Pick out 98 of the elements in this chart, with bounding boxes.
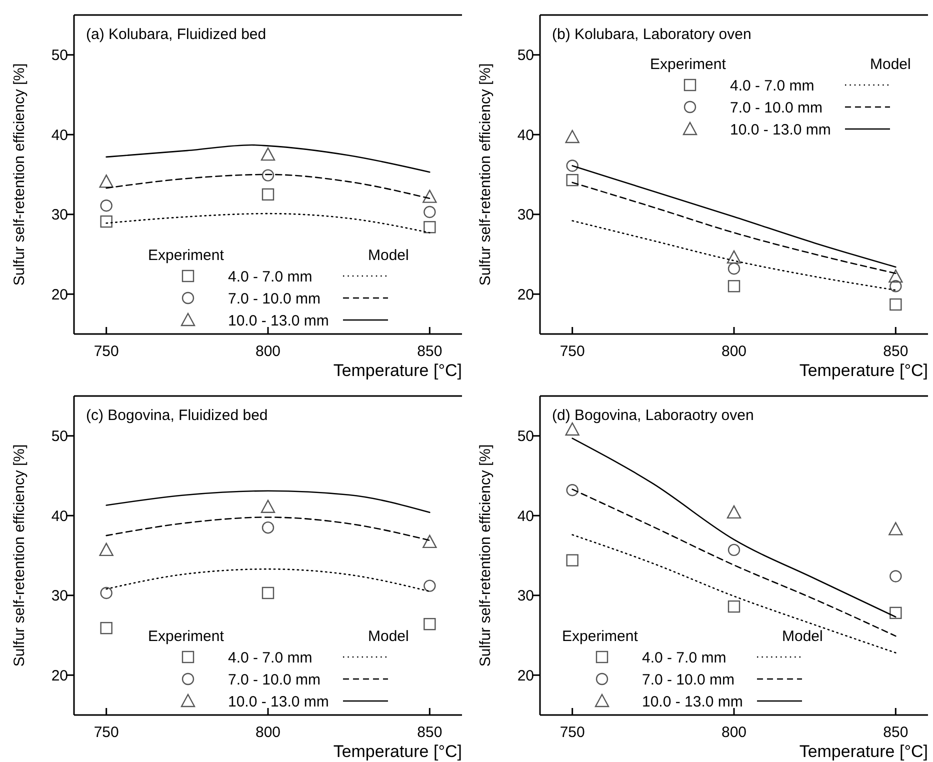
point [726, 505, 742, 519]
line-series [106, 490, 430, 514]
y-tick-label: 40 [51, 126, 68, 144]
y-axis-title: Sulfur self-retention efficiency [%] [11, 63, 28, 286]
y-tick-label: 20 [51, 286, 68, 304]
point [99, 174, 114, 188]
legend-label: 10.0 - 13.0 mm [730, 121, 831, 138]
x-axis-title: Temperature [°C] [799, 361, 928, 380]
y-tick-label: 30 [51, 206, 68, 224]
line-series [106, 144, 430, 173]
y-axis-title: Sulfur self-retention efficiency [%] [477, 444, 494, 667]
point [890, 298, 902, 311]
point [100, 215, 112, 228]
point [566, 484, 578, 496]
y-tick-label: 20 [51, 667, 68, 684]
point [890, 606, 902, 620]
point [100, 586, 112, 600]
legend-label: 7.0 - 10.0 mm [642, 671, 735, 688]
y-axis-title: Sulfur self-retention efficiency [%] [11, 444, 28, 667]
y-tick-label: 20 [517, 667, 534, 684]
annotation: Experiment [650, 56, 727, 73]
point [566, 174, 578, 186]
point [262, 521, 274, 534]
point [100, 622, 112, 634]
x-tick-label: 850 [883, 724, 908, 741]
text: (c) Bogovina, Fluidized bed [86, 407, 268, 424]
point [424, 221, 436, 234]
x-tick-label: 800 [255, 724, 281, 741]
point [565, 130, 580, 144]
y-axis-title: Sulfur self-retention efficiency [%] [477, 63, 494, 286]
point [424, 580, 436, 592]
annotation: Model [782, 628, 823, 645]
legend-label: 10.0 - 13.0 mm [642, 693, 743, 710]
x-tick-label: 750 [560, 724, 585, 741]
legend-label: 7.0 - 10.0 mm [730, 99, 823, 116]
x-tick-label: 750 [560, 343, 585, 360]
y-tick-label: 40 [51, 508, 68, 525]
point [262, 586, 274, 600]
point [99, 542, 114, 556]
annotation: Experiment [562, 628, 639, 645]
y-tick-label: 20 [517, 286, 534, 304]
x-tick-label: 800 [721, 343, 747, 360]
point [260, 147, 276, 161]
y-tick-label: 40 [517, 126, 534, 144]
y-tick-label: 30 [51, 588, 68, 605]
y-tick-label: 50 [51, 47, 68, 64]
point [566, 554, 578, 566]
y-tick-label: 40 [517, 508, 534, 525]
point [100, 200, 112, 212]
legend-label: 4.0 - 7.0 mm [642, 649, 726, 666]
x-tick-label: 750 [94, 724, 119, 741]
x-axis-title: Temperature [°C] [333, 361, 462, 380]
text: (b) Kolubara, Laboratory oven [552, 26, 752, 43]
y-tick-label: 30 [517, 206, 534, 224]
point [260, 500, 276, 513]
point [565, 422, 580, 436]
y-tick-label: 50 [517, 47, 534, 64]
point [890, 570, 902, 582]
x-tick-label: 800 [721, 724, 747, 741]
text: (d) Bogovina, Laboraotry oven [552, 407, 754, 424]
annotation: Model [368, 247, 409, 264]
annotation: Experiment [148, 247, 225, 264]
y-tick-label: 50 [51, 428, 68, 446]
point [566, 160, 578, 172]
x-tick-label: 750 [94, 343, 119, 360]
point [728, 544, 740, 556]
text: (a) Kolubara, Fluidized bed [86, 26, 266, 43]
point [728, 280, 740, 292]
point [888, 522, 903, 536]
point [422, 190, 437, 203]
x-tick-label: 850 [417, 724, 442, 741]
legend-label: 10.0 - 13.0 mm [228, 312, 329, 330]
y-tick-label: 50 [517, 428, 534, 446]
y-tick-label: 30 [517, 588, 534, 605]
x-axis-title: Temperature [°C] [333, 742, 462, 761]
point [424, 206, 436, 218]
point [728, 262, 740, 275]
legend-label: 4.0 - 7.0 mm [228, 649, 312, 666]
x-tick-label: 850 [417, 343, 442, 360]
legend-label: 4.0 - 7.0 mm [228, 268, 312, 286]
point [890, 280, 902, 292]
x-tick-label: 850 [883, 343, 908, 360]
legend-label: 7.0 - 10.0 mm [228, 290, 321, 308]
x-tick-label: 800 [255, 343, 281, 360]
point [728, 600, 740, 613]
legend-label: 7.0 - 10.0 mm [228, 671, 321, 688]
point [424, 618, 436, 630]
annotation: Model [870, 56, 911, 73]
annotation: Experiment [148, 628, 225, 645]
annotation: Model [368, 628, 409, 645]
legend-label: 10.0 - 13.0 mm [228, 693, 329, 710]
legend-label: 4.0 - 7.0 mm [730, 77, 814, 94]
point [262, 188, 274, 201]
point [262, 169, 274, 182]
x-axis-title: Temperature [°C] [799, 742, 928, 761]
point [726, 250, 742, 264]
point [422, 534, 437, 548]
point [888, 269, 903, 283]
